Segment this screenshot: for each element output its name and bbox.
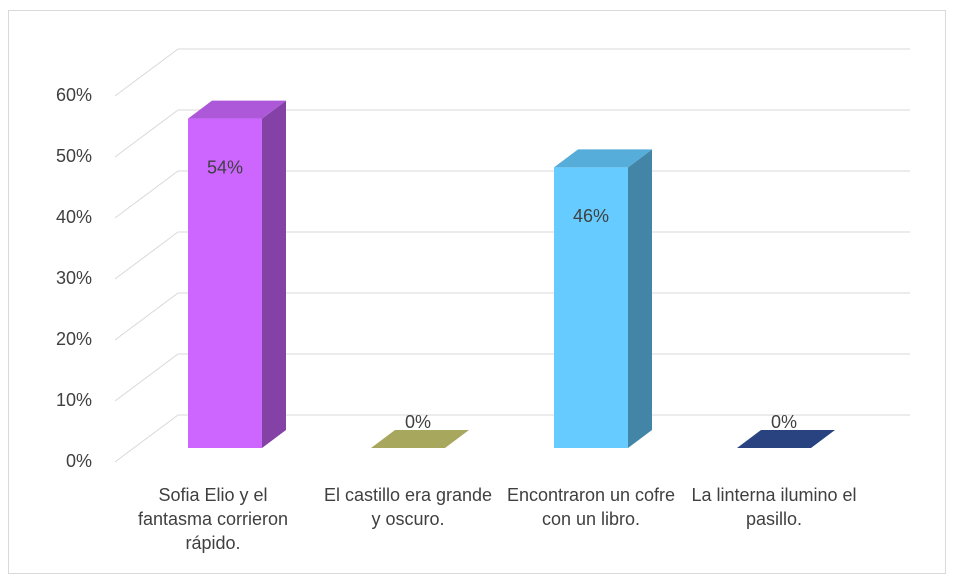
y-tick-label: 30% [56,268,92,288]
bar [554,167,628,448]
bar [188,118,262,448]
bar-top [737,430,835,448]
bar-side [262,100,286,448]
y-tick-label: 0% [66,451,92,471]
x-tick-label: La linterna ilumino el pasillo. [691,485,857,529]
y-tick-label: 40% [56,207,92,227]
chart-border [8,10,946,574]
x-tick-label: Sofia Elio y el fantasma corrieron rápid… [137,485,289,553]
y-tick-label: 50% [56,146,92,166]
grid-line [114,353,179,402]
grid-line [114,109,179,158]
data-label: 0% [771,412,797,432]
bar-top [371,430,469,448]
grid-line [114,231,179,280]
grid-line [114,170,179,219]
y-tick-label: 60% [56,85,92,105]
data-label: 54% [207,157,243,177]
bar-top [554,149,652,168]
data-label: 46% [573,206,609,226]
x-tick-label: Encontraron un cofre con un libro. [506,485,676,529]
bar-top [188,100,286,119]
bar-side [628,149,652,448]
y-tick-label: 10% [56,390,92,410]
y-tick-label: 20% [56,329,92,349]
grid-line [114,292,179,341]
x-tick-label: El castillo era grande y oscuro. [323,485,493,529]
grid-line [114,414,179,463]
grid-line [114,48,179,97]
data-label: 0% [405,412,431,432]
